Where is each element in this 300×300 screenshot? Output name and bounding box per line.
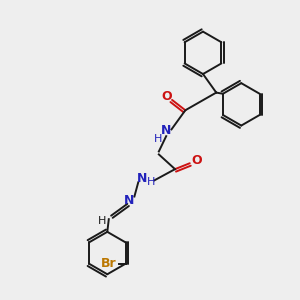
Text: Br: Br bbox=[101, 257, 116, 270]
Text: H: H bbox=[154, 134, 162, 144]
Text: H: H bbox=[147, 177, 155, 188]
Text: N: N bbox=[124, 194, 135, 207]
Text: N: N bbox=[161, 124, 171, 137]
Text: O: O bbox=[162, 90, 172, 103]
Text: O: O bbox=[192, 154, 203, 167]
Text: H: H bbox=[98, 216, 106, 226]
Text: N: N bbox=[137, 172, 147, 185]
